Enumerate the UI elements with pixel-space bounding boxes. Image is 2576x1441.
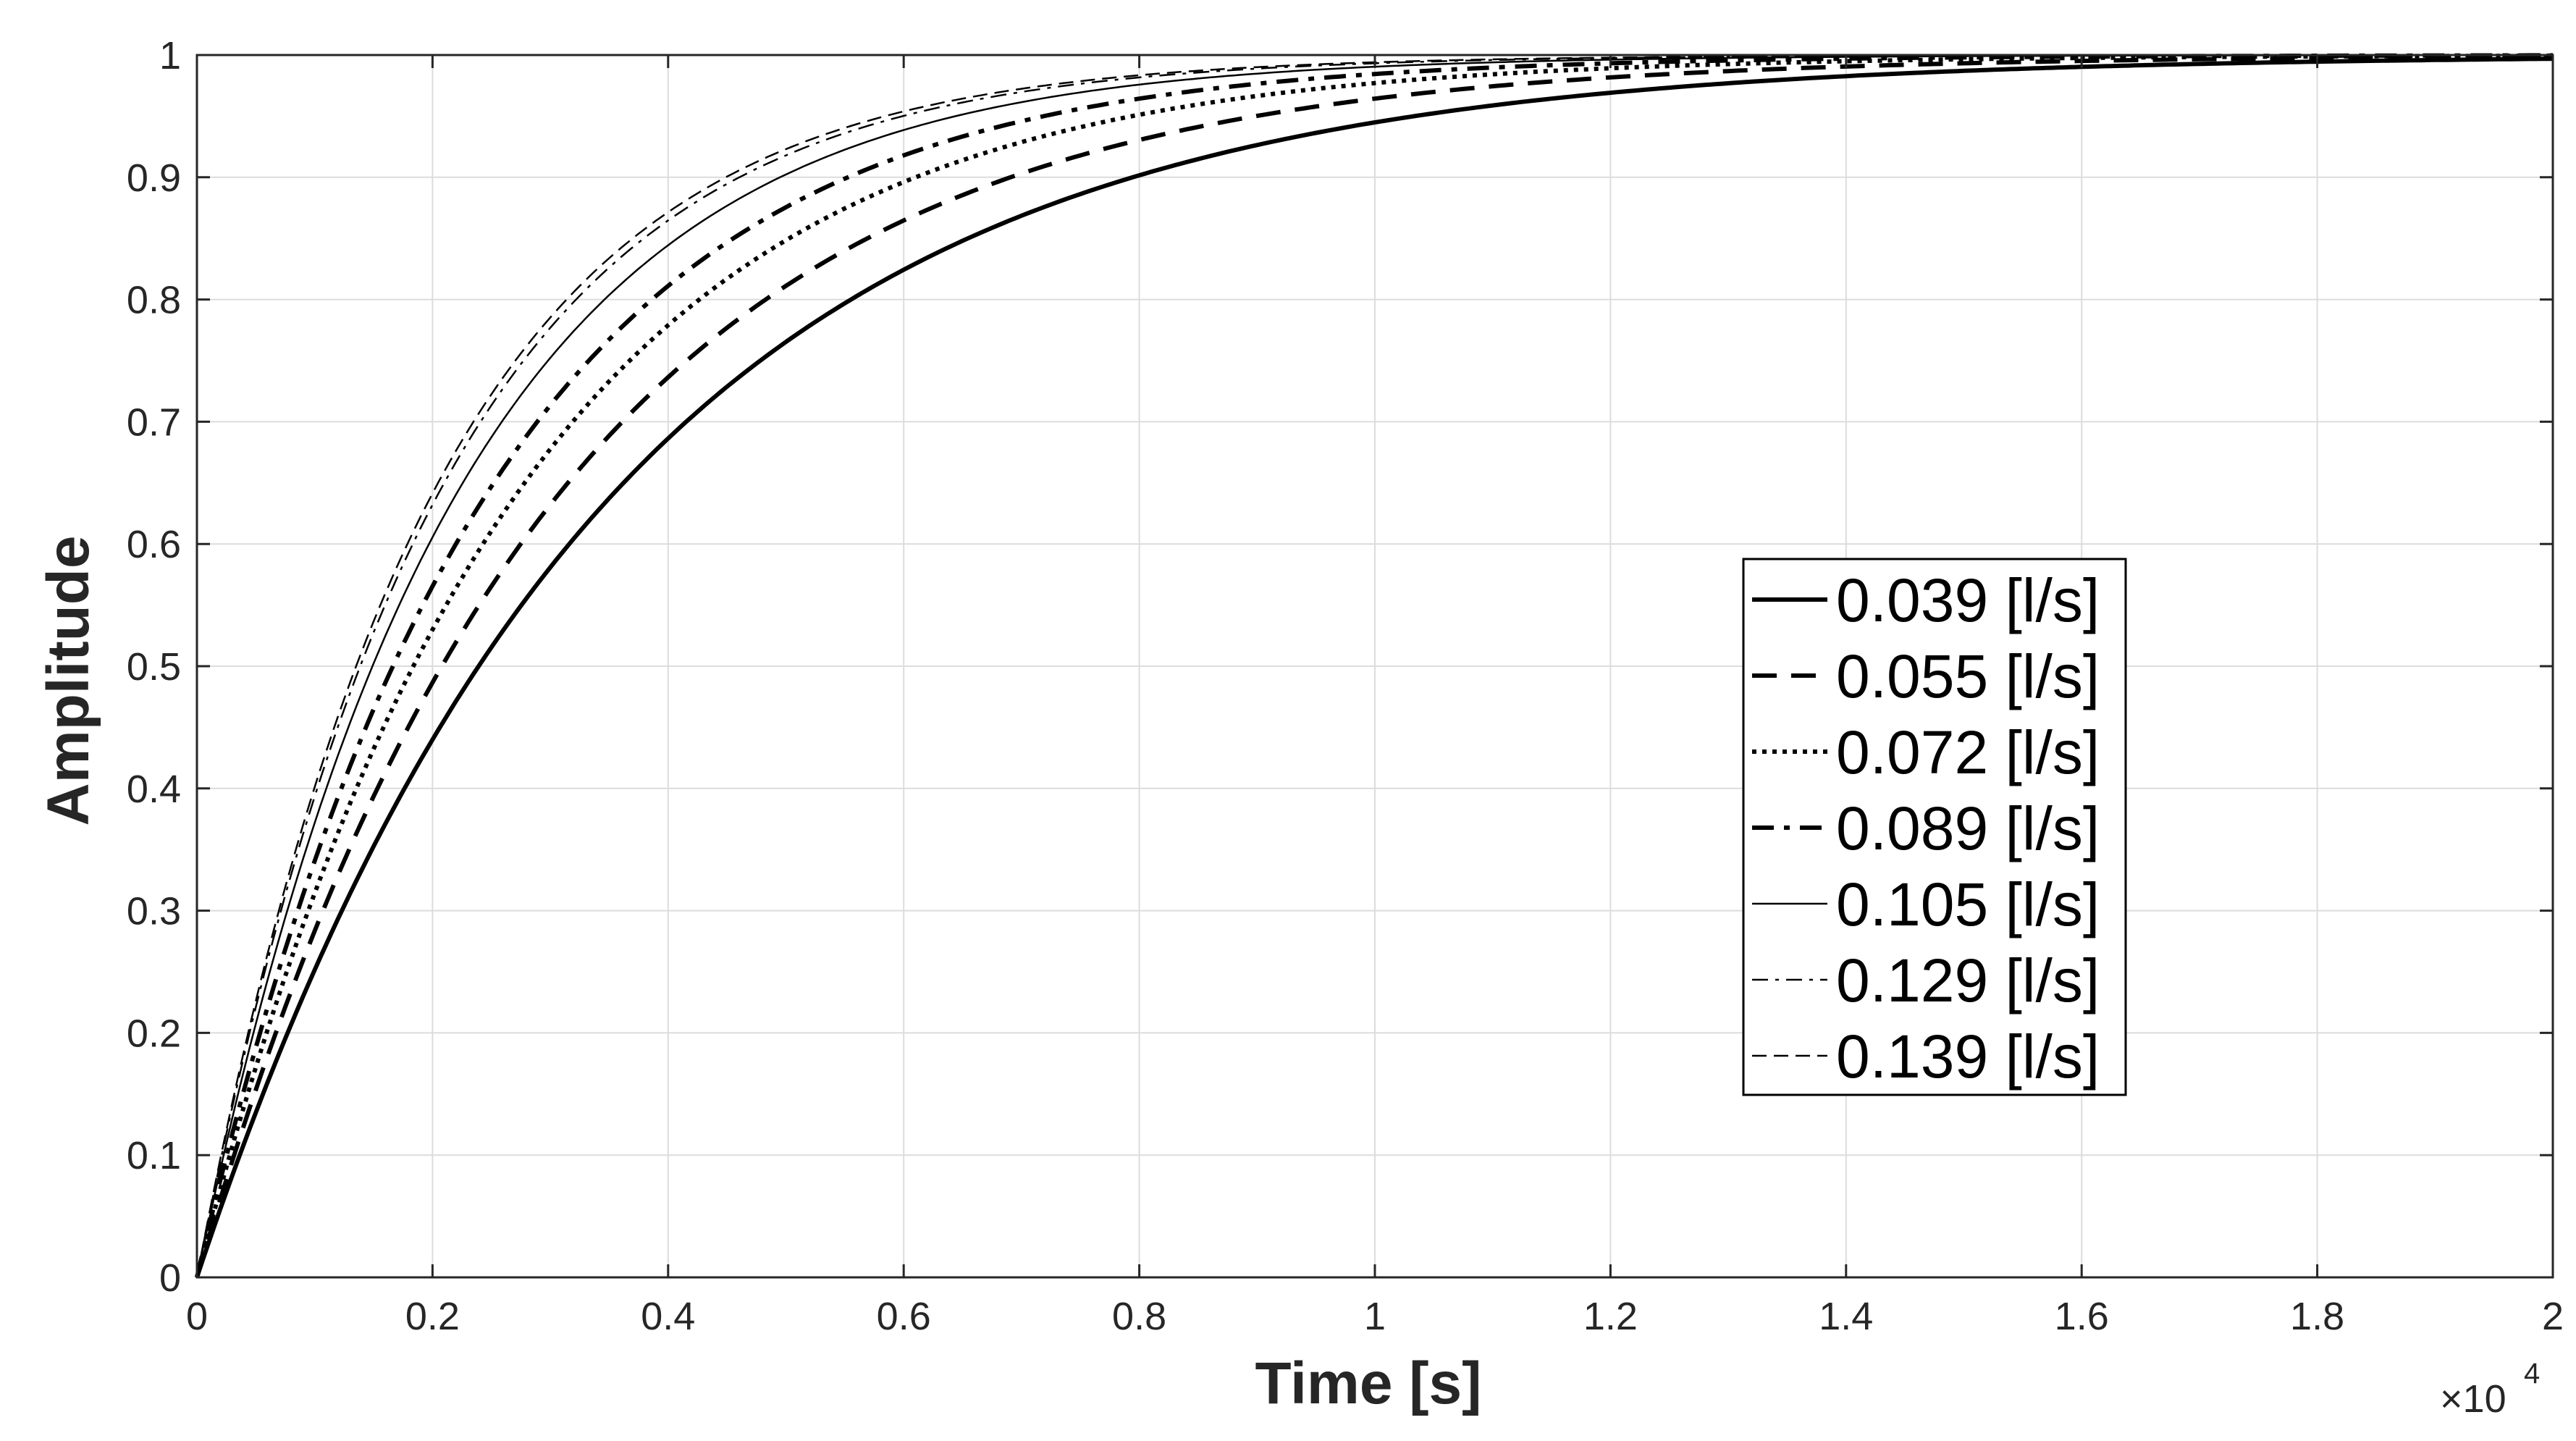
x-tick-label: 0.4	[641, 1295, 695, 1338]
x-axis-multiplier: ×10 4	[2440, 1358, 2540, 1421]
y-tick-label: 0	[159, 1256, 181, 1300]
y-tick-label: 0.6	[127, 523, 181, 566]
y-tick-label: 0.4	[127, 768, 181, 811]
series-line-3	[195, 53, 2553, 1278]
legend-label-3: 0.072 [l/s]	[1836, 718, 2100, 786]
x-tick-label: 0	[186, 1295, 208, 1338]
legend-entries: 0.039 [l/s] 0.055 [l/s] 0.072 [l/s] 0.089 […	[1752, 566, 2100, 1091]
y-tick-label: 0.3	[127, 890, 181, 933]
grid	[197, 55, 2553, 1277]
series-line-4	[195, 53, 2553, 1278]
legend: 0.039 [l/s] 0.055 [l/s] 0.072 [l/s] 0.089 […	[1742, 558, 2127, 1096]
legend-label-5: 0.105 [l/s]	[1836, 870, 2100, 938]
y-tick-label: 1	[159, 34, 181, 77]
x-tick-label: 2	[2542, 1295, 2564, 1338]
series-line-1	[195, 56, 2554, 1278]
y-tick-label: 0.8	[127, 279, 181, 322]
legend-label-1: 0.039 [l/s]	[1836, 566, 2100, 634]
x-tick-label: 1.4	[1819, 1295, 1873, 1338]
series-line-2	[195, 54, 2554, 1278]
x-tick-label: 0.6	[877, 1295, 931, 1338]
axis-ticks: 0 0.2 0.4 0.6 0.8 1 1.2 1.4 1.6 1.8 2 0 0.1 0.2 0.3 0.4…	[127, 34, 2564, 1338]
x-tick-label: 1.2	[1583, 1295, 1638, 1338]
x-multiplier-base: ×10	[2440, 1377, 2506, 1421]
legend-label-4: 0.089 [l/s]	[1836, 794, 2100, 862]
x-multiplier-exponent: 4	[2524, 1358, 2540, 1390]
y-tick-label: 0.9	[127, 156, 181, 200]
x-tick-label: 1.6	[2055, 1295, 2109, 1338]
y-tick-label: 0.1	[127, 1134, 181, 1177]
x-tick-label: 1	[1364, 1295, 1386, 1338]
y-tick-label: 0.5	[127, 645, 181, 689]
x-tick-label: 0.2	[405, 1295, 460, 1338]
x-tick-label: 0.8	[1112, 1295, 1166, 1338]
legend-label-6: 0.129 [l/s]	[1836, 946, 2100, 1014]
y-tick-label: 0.7	[127, 400, 181, 444]
legend-label-2: 0.055 [l/s]	[1836, 642, 2100, 710]
legend-label-7: 0.139 [l/s]	[1836, 1022, 2100, 1091]
x-tick-label: 1.8	[2290, 1295, 2344, 1338]
x-axis-title: Time [s]	[1255, 1350, 1482, 1416]
y-axis-title: Amplitude	[35, 536, 101, 826]
y-tick-label: 0.2	[127, 1012, 181, 1055]
